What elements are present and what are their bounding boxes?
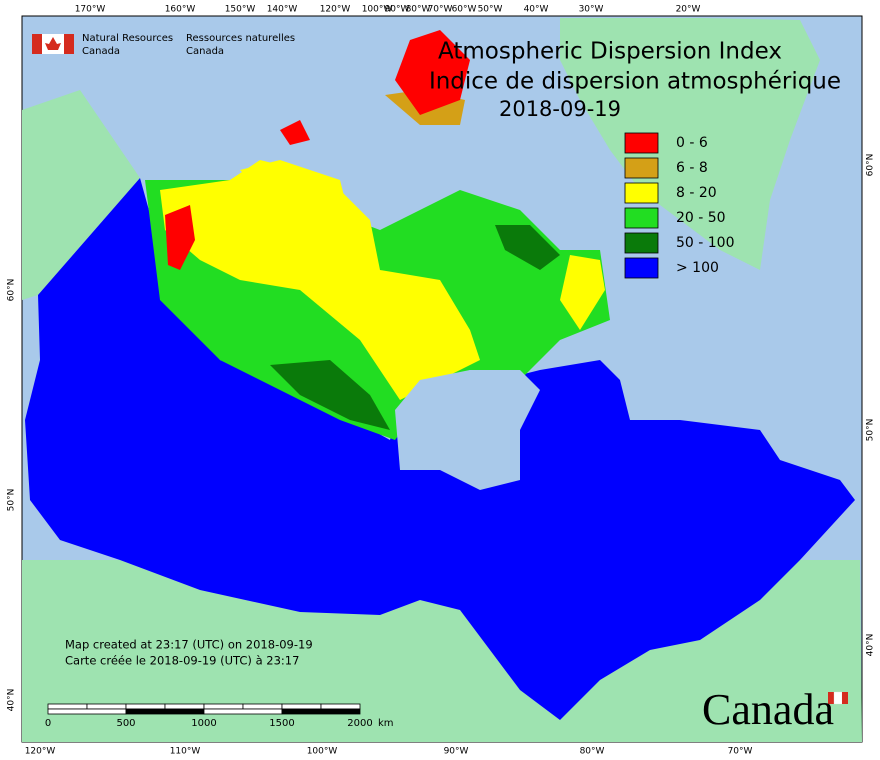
scale-segment bbox=[125, 708, 205, 715]
legend-swatch bbox=[624, 232, 659, 254]
top-axis-label: 90°W bbox=[385, 5, 410, 15]
scale-segment bbox=[47, 708, 127, 715]
wordmark: Canada bbox=[702, 685, 834, 734]
legend-label: > 100 bbox=[676, 260, 719, 276]
legend-swatch bbox=[624, 182, 659, 204]
scale-segment bbox=[125, 703, 166, 710]
legend-swatch bbox=[624, 132, 659, 154]
bottom-axis-label: 90°W bbox=[444, 747, 469, 757]
canada-regions bbox=[25, 30, 855, 720]
title-date: 2018-09-19 bbox=[499, 97, 621, 121]
top-axis-label: 120°W bbox=[320, 5, 351, 15]
legend-swatch bbox=[624, 207, 659, 229]
agency-en: Natural Resources bbox=[82, 33, 173, 44]
top-axis-label: 40°W bbox=[524, 5, 549, 15]
bottom-axis-label: 110°W bbox=[170, 747, 201, 757]
scale-segment bbox=[242, 703, 283, 710]
scale-segment bbox=[47, 703, 88, 710]
top-axis-label: 80°W bbox=[406, 5, 431, 15]
bottom-axis-label: 120°W bbox=[25, 747, 56, 757]
top-axis-label: 60°W bbox=[452, 5, 477, 15]
agency-fr-country: Canada bbox=[186, 46, 224, 57]
note-fr: Carte créée le 2018-09-19 (UTC) à 23:17 bbox=[65, 654, 299, 668]
scale-label: 1000 bbox=[191, 718, 216, 729]
bottom-axis-label: 70°W bbox=[728, 747, 753, 757]
top-axis-label: 100°W bbox=[362, 5, 393, 15]
right-axis-label: 40°N bbox=[866, 634, 876, 657]
scale-segment bbox=[164, 703, 205, 710]
left-axis-label: 60°N bbox=[7, 279, 17, 302]
legend-label: 50 - 100 bbox=[676, 235, 735, 251]
scale-segment bbox=[203, 708, 283, 715]
left-axis-label: 40°N bbox=[7, 689, 17, 712]
top-axis-label: 20°W bbox=[676, 5, 701, 15]
scale-label: 500 bbox=[116, 718, 135, 729]
scale-bar: 0 500 1000 1500 2000 km bbox=[45, 703, 394, 729]
left-axis-label: 50°N bbox=[7, 489, 17, 512]
scale-unit: km bbox=[378, 718, 394, 729]
title-en: Atmospheric Dispersion Index bbox=[438, 39, 782, 65]
note-en: Map created at 23:17 (UTC) on 2018-09-19 bbox=[65, 638, 313, 652]
canada-wordmark: Canada bbox=[702, 685, 848, 734]
right-axis-label: 50°N bbox=[866, 419, 876, 442]
agency-en-country: Canada bbox=[82, 46, 120, 57]
top-axis-label: 70°W bbox=[428, 5, 453, 15]
legend-swatch bbox=[624, 257, 659, 279]
top-axis-label: 150°W bbox=[225, 5, 256, 15]
scale-segment bbox=[203, 703, 244, 710]
legend: 0 - 6 6 - 8 8 - 20 20 - 50 50 - 100 > 100 bbox=[624, 132, 735, 279]
legend-label: 6 - 8 bbox=[676, 160, 708, 176]
legend-label: 8 - 20 bbox=[676, 185, 717, 201]
scale-segment bbox=[86, 703, 127, 710]
nrcan-logo bbox=[32, 34, 74, 54]
scale-label: 1500 bbox=[269, 718, 294, 729]
scale-segment bbox=[320, 703, 361, 710]
title-fr: Indice de dispersion atmosphérique bbox=[429, 69, 841, 95]
legend-label: 0 - 6 bbox=[676, 135, 708, 151]
legend-swatch bbox=[624, 157, 659, 179]
scale-segment bbox=[281, 708, 361, 715]
scale-segment bbox=[281, 703, 322, 710]
scale-label: 2000 bbox=[347, 718, 372, 729]
bottom-axis-label: 100°W bbox=[307, 747, 338, 757]
top-axis-label: 160°W bbox=[165, 5, 196, 15]
top-axis-label: 170°W bbox=[75, 5, 106, 15]
top-axis-label: 30°W bbox=[579, 5, 604, 15]
bottom-axis-label: 80°W bbox=[580, 747, 605, 757]
scale-label: 0 bbox=[45, 718, 51, 729]
graticule-labels: 170°W 160°W 150°W 140°W 120°W 100°W90°W80°W70… bbox=[7, 5, 876, 757]
top-axis-label: 50°W bbox=[478, 5, 503, 15]
agency-fr: Ressources naturelles bbox=[186, 33, 295, 44]
top-axis-label: 140°W bbox=[267, 5, 298, 15]
land-background bbox=[22, 18, 862, 742]
legend-label: 20 - 50 bbox=[676, 210, 726, 226]
right-axis-label: 60°N bbox=[866, 154, 876, 177]
